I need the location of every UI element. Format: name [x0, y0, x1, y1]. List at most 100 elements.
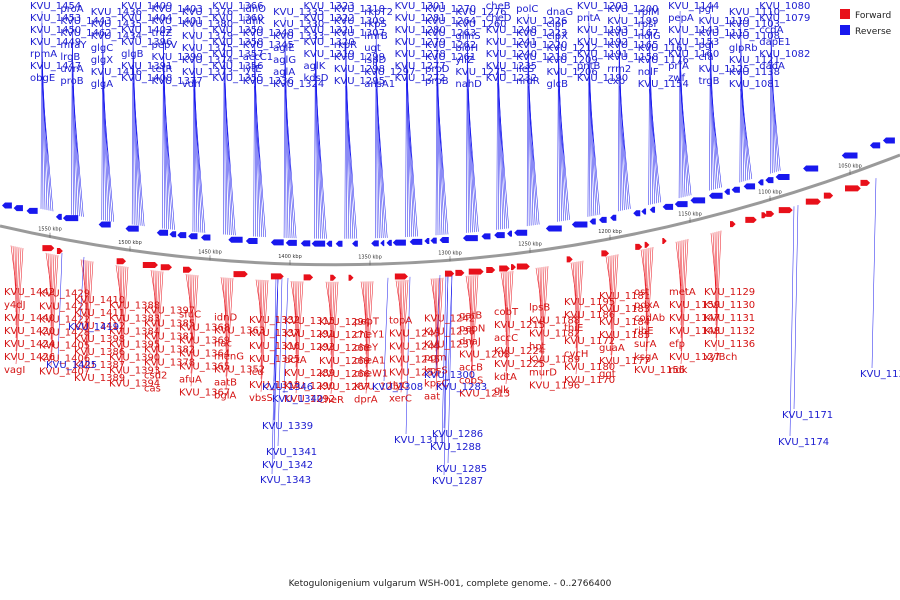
reverse-gene-label: nolF [638, 67, 659, 78]
forward-gene-label: nac [214, 338, 232, 349]
forward-gene-label: KVU_1384 [109, 327, 160, 338]
forward-gene-label: KVU_1424 [4, 339, 55, 350]
reverse-gene-label: KVU_1375 [182, 43, 233, 54]
forward-gene-label: KVU_1405 [39, 340, 90, 351]
forward-labels: KVU_1442y4dJKVU_1440KVU_1420KVU_1424KVU_… [4, 287, 755, 406]
forward-gene-label: cobS [459, 376, 483, 387]
forward-gene-label: surA [634, 339, 657, 350]
reverse-gene-label: obgE [30, 73, 55, 84]
reverse-feature [386, 239, 392, 246]
reverse-gene-label: KVU_1319 [303, 49, 354, 60]
reverse-feature [765, 177, 774, 184]
reverse-gene-label: dapE1 [759, 37, 791, 48]
leader-line [435, 278, 438, 352]
reverse-gene-label: rkpS [364, 19, 387, 30]
forward-gene-label: lpsB [529, 303, 550, 314]
reverse-gene-label: aglG [273, 55, 296, 66]
reverse-gene-label: KVU_1402 [121, 25, 172, 36]
reverse-gene-label: KVU_1212 [547, 43, 598, 54]
reverse-feature [674, 201, 688, 208]
leader-line [224, 82, 236, 236]
leader-line [710, 73, 720, 189]
reverse-gene-label: KVU_1280 [395, 25, 446, 36]
leader-line [102, 76, 113, 222]
reverse-gene-label: uvrA [60, 64, 83, 75]
leader-line [678, 10, 681, 199]
reverse-feature [311, 240, 326, 247]
leader-line [155, 271, 162, 370]
reverse-gene-label: KVU_1203 [577, 1, 628, 12]
forward-gene-label: KVU_1245 [389, 354, 440, 365]
leader-line [645, 247, 650, 339]
reverse-feature [494, 232, 505, 239]
reverse-gene-label: ispD [364, 55, 386, 66]
forward-gene-label: KVU_1215 [494, 320, 545, 331]
leader-line [50, 255, 59, 366]
reverse-feature [392, 239, 406, 246]
forward-gene-label: KVU_1368 [179, 322, 230, 333]
leader-line [120, 266, 123, 339]
forward-feature [516, 263, 530, 270]
leader-line [793, 205, 799, 410]
forward-feature [303, 274, 314, 281]
reverse-gene-label: lmrB [364, 31, 388, 42]
forward-gene-label: vagI [4, 365, 25, 376]
leader-line [45, 252, 52, 288]
reverse-gene-label: KVU_1272 [395, 73, 446, 84]
forward-gene-label: cobT [494, 307, 519, 318]
leader-line [610, 255, 613, 330]
leader-line [740, 52, 747, 181]
forward-feature [330, 274, 337, 281]
leader-line [72, 85, 84, 217]
forward-gene-label: KVU_1422 [39, 314, 90, 325]
forward-feature [566, 256, 573, 263]
leader-line [131, 10, 134, 225]
reverse-gene-label: KVU_1295 [334, 76, 385, 87]
reverse-gene-label: KVU_1226 [516, 16, 567, 27]
reverse-feature [424, 238, 430, 245]
reverse-feature [743, 183, 756, 190]
forward-gene-label: KVU_1172 [564, 336, 615, 347]
forward-gene-label: KVU_1411 [74, 308, 125, 319]
leader-line [330, 281, 333, 355]
reverse-gene-label: KVU_1080 [759, 1, 810, 12]
reverse-gene-label: KVU_1310 [334, 4, 385, 15]
genome-caption: Ketogulonigenium vulgarum WSH-001, compl… [289, 579, 612, 589]
forward-gene-label: pgm [424, 352, 446, 363]
reverse-gene-label: KVU_1158 [607, 52, 658, 63]
reverse-feature [98, 221, 111, 228]
reverse-gene-label: idnK [243, 16, 265, 27]
forward-feature [635, 243, 643, 250]
forward-gene-label: KVU_1156 [634, 365, 685, 376]
reverse-gene-label: KVU_1308 [372, 382, 423, 393]
kbp-tick-label: 1150 kbp [678, 211, 702, 217]
leader-line [680, 239, 685, 339]
forward-gene-label: ndk [669, 365, 688, 376]
leader-line [470, 275, 473, 349]
leader-line [436, 73, 447, 235]
reverse-gene-label: ccdA [759, 25, 783, 36]
kbp-ticks: 1050 kbp 1100 kbp 1150 kbp 1200 kbp 1250 kbp… [38, 164, 862, 266]
leader-line [273, 277, 279, 460]
forward-gene-label: KVU_1290 [284, 381, 335, 392]
forward-gene-label: KVU_1426 [4, 352, 55, 363]
kbp-tick-label: 1250 kbp [518, 242, 542, 248]
forward-gene-label: KVU_1429 [39, 288, 90, 299]
leader-line [497, 82, 510, 229]
leader-line [588, 70, 599, 216]
reverse-gene-label: KVU_1165 [607, 40, 658, 51]
leader-line [679, 58, 688, 197]
leader-line [740, 64, 749, 181]
leader-line [770, 46, 777, 172]
forward-gene-label: pepT [354, 316, 380, 327]
leader-line [588, 58, 597, 216]
leader-line [80, 259, 87, 295]
reverse-feature [589, 218, 596, 225]
reverse-gene-label: KVU_1297 [364, 67, 415, 78]
leader-line [540, 267, 543, 341]
reverse-gene-label: yliZ [455, 55, 473, 66]
leader-line [225, 277, 230, 364]
leader-line [470, 275, 475, 362]
forward-gene-label: KVU_1251 [389, 367, 440, 378]
reverse-feature [633, 210, 641, 217]
